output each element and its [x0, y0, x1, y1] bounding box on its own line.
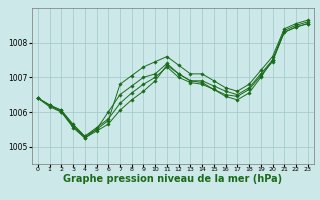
X-axis label: Graphe pression niveau de la mer (hPa): Graphe pression niveau de la mer (hPa)	[63, 174, 282, 184]
